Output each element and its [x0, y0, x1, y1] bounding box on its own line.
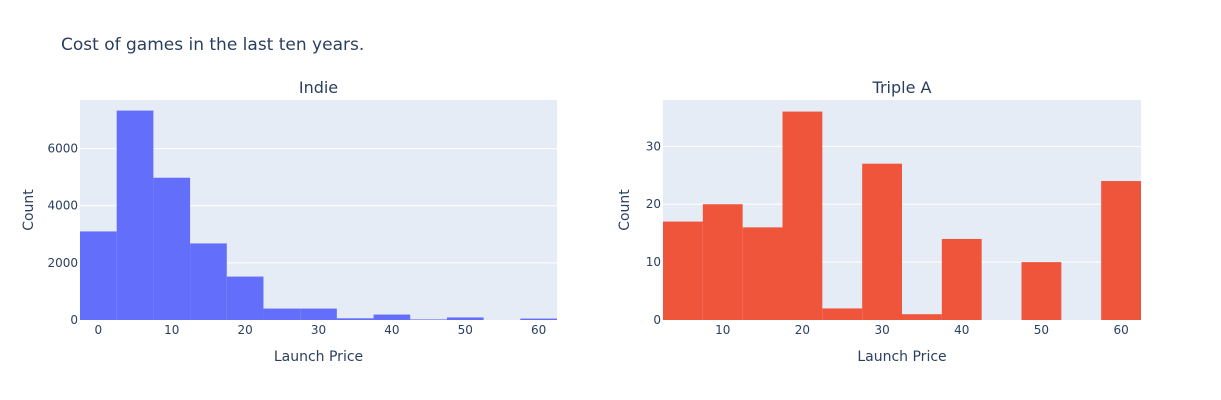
- x-axis-label: Launch Price: [274, 349, 363, 365]
- x-tick-label: 10: [164, 323, 179, 337]
- x-tick-label: 50: [458, 323, 473, 337]
- y-tick-label: 4000: [47, 199, 78, 213]
- y-tick-label: 10: [646, 255, 661, 269]
- histogram-bar: [153, 177, 191, 320]
- x-tick-label: 20: [795, 323, 810, 337]
- x-tick-label: 0: [95, 323, 103, 337]
- y-ticks: 0 10 20 30: [646, 139, 661, 327]
- chart-title: Cost of games in the last ten years.: [61, 35, 364, 55]
- subplot-title: Triple A: [872, 78, 932, 97]
- histogram-bar: [822, 308, 863, 320]
- histogram-bar: [446, 317, 484, 320]
- x-tick-label: 60: [1113, 323, 1128, 337]
- bars: [80, 110, 557, 320]
- histogram-bar: [263, 308, 301, 320]
- bars: [663, 111, 1141, 320]
- y-tick-label: 6000: [47, 142, 78, 156]
- y-axis-label: Count: [21, 189, 37, 231]
- histogram-bar: [742, 227, 783, 320]
- histogram-bar: [902, 314, 942, 320]
- histogram-bar: [1101, 181, 1141, 320]
- x-tick-label: 30: [874, 323, 889, 337]
- histogram-bar: [116, 110, 154, 320]
- histogram-bar: [702, 204, 743, 320]
- x-tick-label: 60: [531, 323, 546, 337]
- x-axis-label: Launch Price: [857, 349, 946, 365]
- x-tick-label: 50: [1034, 323, 1049, 337]
- x-tick-label: 10: [715, 323, 730, 337]
- subplot-title: Indie: [299, 78, 338, 97]
- triple-a-panel: 10 20 30 40 50 60 0 10 20 30 Triple A Launch Pri…: [617, 78, 1141, 365]
- histogram-bar: [410, 319, 447, 320]
- histogram-bar: [663, 221, 703, 320]
- y-tick-label: 2000: [47, 256, 78, 270]
- x-tick-label: 20: [237, 323, 252, 337]
- indie-panel: 0 10 20 30 40 50 60 0 2000 4000 6000 Indie Launch…: [21, 78, 557, 365]
- x-tick-label: 40: [384, 323, 399, 337]
- histogram-bar: [862, 163, 902, 320]
- histogram-bar: [373, 314, 411, 320]
- histogram-bar: [300, 308, 337, 320]
- y-tick-label: 0: [70, 313, 78, 327]
- histogram-bar: [941, 238, 982, 320]
- y-tick-label: 0: [653, 313, 661, 327]
- y-axis-label: Count: [617, 189, 633, 231]
- x-tick-label: 40: [954, 323, 969, 337]
- y-ticks: 0 2000 4000 6000: [47, 142, 78, 327]
- y-tick-label: 20: [646, 197, 661, 211]
- x-ticks: 10 20 30 40 50 60: [715, 323, 1129, 337]
- histogram-bar: [520, 318, 557, 320]
- x-ticks: 0 10 20 30 40 50 60: [95, 323, 547, 337]
- x-tick-label: 30: [311, 323, 326, 337]
- histogram-bar: [336, 318, 374, 320]
- histogram-bar: [782, 111, 823, 320]
- histogram-bar: [226, 276, 264, 320]
- histogram-bar: [190, 243, 227, 320]
- y-tick-label: 30: [646, 139, 661, 153]
- histogram-bar: [80, 231, 117, 320]
- histogram-bar: [1021, 262, 1062, 320]
